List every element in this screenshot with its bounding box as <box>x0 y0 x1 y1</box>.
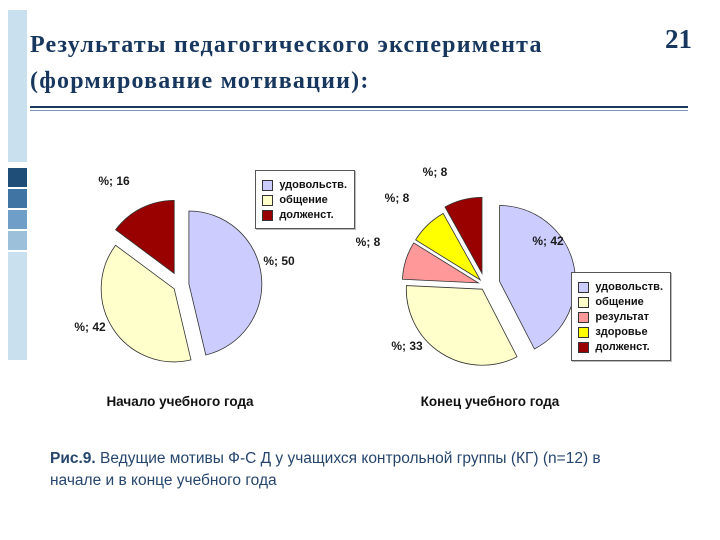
pie-slice <box>401 242 480 284</box>
pie-data-label: %; 16 <box>98 174 130 188</box>
pie-data-label: %; 33 <box>391 339 423 353</box>
slide-edge-decoration <box>8 252 27 360</box>
pie-data-label: %; 8 <box>385 191 410 205</box>
pie-chart-start-of-year-svg: %; 50 %; 42 %; 16 <box>74 174 295 363</box>
slide-page-number: 21 <box>665 24 692 54</box>
pie-slice <box>415 212 482 282</box>
legend-item: здоровье <box>578 326 663 338</box>
slide-edge-decoration <box>8 10 27 162</box>
figure-caption-text: Ведущие мотивы Ф-С Д у учащихся контроль… <box>50 450 601 490</box>
figure-caption-label: Рис.9. <box>50 450 96 467</box>
legend-label: общение <box>595 296 644 308</box>
pie-slice <box>499 205 576 350</box>
pie-data-label: %; 50 <box>263 254 295 268</box>
legend-label: общение <box>279 194 328 206</box>
pie-data-label: %; 8 <box>356 235 381 249</box>
pie-slice <box>405 285 518 366</box>
legend-item: общение <box>578 296 663 308</box>
legend-item: долженст. <box>578 341 663 353</box>
pie-chart-end-of-year-svg: %; 42 %; 33 %; 8 %; 8 %; 8 <box>356 165 576 366</box>
slide-edge-decoration-square <box>8 189 27 208</box>
legend-label: здоровье <box>595 326 648 338</box>
chart-caption-end-of-year: Конец учебного года <box>420 394 560 409</box>
chart-caption-start-of-year: Начало учебного года <box>106 394 254 409</box>
slide-title-line1: Результаты педагогического эксперимента <box>30 32 543 58</box>
legend-swatch <box>578 341 590 353</box>
legend-swatch <box>262 194 274 206</box>
chart-legend: удовольств. общение долженст. <box>255 170 355 229</box>
legend-swatch <box>262 179 274 191</box>
legend-item: общение <box>262 194 347 206</box>
figure-caption: Рис.9. Ведущие мотивы Ф-С Д у учащихся к… <box>50 448 640 493</box>
legend-label: удовольств. <box>279 179 347 191</box>
legend-label: результат <box>595 311 649 323</box>
pie-chart-end-of-year: %; 42 %; 33 %; 8 %; 8 %; 8 удовольств. общени… <box>355 148 685 398</box>
legend-swatch <box>578 296 590 308</box>
pie-slice <box>188 210 263 356</box>
slide-title-line2: (формирование мотивации): <box>30 68 370 94</box>
pie-data-label: %; 42 <box>532 234 564 248</box>
legend-swatch <box>578 311 590 323</box>
slide-edge-decoration-square <box>8 168 27 187</box>
legend-label: долженст. <box>595 341 650 353</box>
pie-slice <box>100 244 192 363</box>
legend-swatch <box>578 326 590 338</box>
pie-data-label: %; 8 <box>423 165 448 179</box>
legend-swatch <box>578 281 590 293</box>
pie-chart-start-of-year: %; 50 %; 42 %; 16 удовольств. общение должен… <box>35 148 365 398</box>
legend-item: результат <box>578 311 663 323</box>
title-underline-rule <box>30 106 688 111</box>
chart-legend: удовольств. общение результат здоровье долже… <box>571 272 671 361</box>
legend-item: удовольств. <box>578 281 663 293</box>
slide-edge-decoration-square <box>8 231 27 250</box>
legend-item: удовольств. <box>262 179 347 191</box>
legend-swatch <box>262 209 274 221</box>
pie-slice <box>115 199 175 275</box>
legend-item: долженст. <box>262 209 347 221</box>
legend-label: долженст. <box>279 209 334 221</box>
pie-slice <box>444 196 483 275</box>
pie-data-label: %; 42 <box>74 320 106 334</box>
slide-edge-decoration-square <box>8 210 27 229</box>
legend-label: удовольств. <box>595 281 663 293</box>
